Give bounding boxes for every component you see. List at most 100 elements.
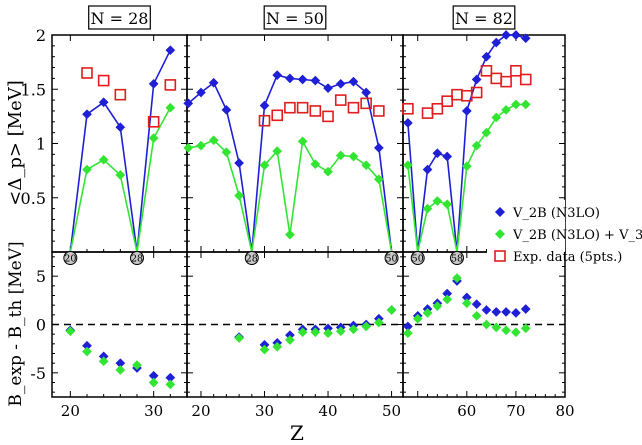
exp-point bbox=[309, 105, 322, 117]
v2b3b-residual-point bbox=[442, 294, 453, 305]
v2b-residual-point bbox=[501, 306, 512, 317]
x-tick-label: 30 bbox=[144, 402, 163, 420]
v2b-point bbox=[335, 78, 346, 89]
v2b-point bbox=[259, 100, 270, 111]
top-y-axis-label: <Δ_p> [MeV] bbox=[5, 80, 26, 206]
v2b-point bbox=[208, 77, 219, 88]
panel-title-box bbox=[452, 5, 516, 30]
v2b3b-residual-point bbox=[165, 379, 176, 390]
bottom-y-axis-label: B_exp - B_th [MeV] bbox=[6, 241, 26, 406]
v2b3b-residual-point bbox=[323, 328, 333, 339]
y-tick-label: 1.5 bbox=[21, 80, 46, 99]
legend-marker bbox=[494, 250, 506, 262]
x-tick-label: 60 bbox=[457, 402, 476, 420]
v2b-residual-point bbox=[471, 299, 482, 310]
v2b-point bbox=[297, 74, 308, 85]
v2b3b-point bbox=[442, 199, 453, 210]
v2b3b-point bbox=[361, 160, 372, 171]
v2b3b-residual-point bbox=[501, 325, 512, 336]
y-tick-label: 5 bbox=[36, 267, 46, 286]
v2b-residual-point bbox=[510, 307, 521, 318]
y-tick-label: 2 bbox=[36, 26, 46, 45]
v2b3b-residual-point bbox=[520, 323, 531, 334]
v2b3b-point bbox=[323, 166, 333, 177]
v2b3b-residual-point bbox=[386, 305, 397, 315]
v2b-point bbox=[115, 122, 126, 133]
v2b-point bbox=[432, 148, 443, 159]
exp-point bbox=[360, 97, 372, 110]
magic-marker bbox=[130, 251, 144, 265]
magic-marker-label: 50 bbox=[386, 254, 398, 265]
v2b-point bbox=[520, 33, 531, 44]
v2b3b-residual-point bbox=[297, 327, 308, 338]
v2b-point bbox=[481, 51, 492, 62]
v2b-line bbox=[69, 49, 172, 253]
y-tick-label: 0 bbox=[36, 316, 46, 335]
x-tick-label: 30 bbox=[255, 402, 274, 420]
exp-point bbox=[373, 105, 385, 117]
magic-marker-label: 28 bbox=[131, 254, 143, 265]
v2b3b-residual-point bbox=[432, 301, 443, 312]
v2b3b-residual-point bbox=[402, 328, 413, 339]
v2b-residual-point bbox=[520, 304, 531, 314]
v2b3b-residual-point bbox=[259, 344, 270, 355]
v2b-point bbox=[471, 74, 482, 85]
exp-point bbox=[164, 79, 177, 91]
magic-marker-label: 58 bbox=[451, 254, 463, 265]
v2b-point bbox=[148, 78, 159, 89]
exp-point bbox=[114, 88, 127, 101]
top-panel-frame bbox=[51, 34, 188, 253]
exp-point bbox=[296, 101, 309, 114]
v2b3b-residual-point bbox=[481, 319, 492, 330]
v2b3b-point bbox=[402, 160, 413, 171]
exp-point bbox=[431, 102, 444, 115]
exp-point bbox=[441, 95, 453, 107]
exp-point bbox=[258, 114, 271, 127]
v2b-point bbox=[461, 105, 472, 116]
v2b3b-residual-point bbox=[361, 321, 372, 332]
exp-point bbox=[451, 88, 463, 101]
v2b3b-point bbox=[234, 190, 245, 201]
v2b3b-residual-point bbox=[65, 326, 76, 337]
legend-label: V_2B (N3LO) bbox=[512, 206, 600, 221]
magic-marker bbox=[244, 251, 259, 265]
v2b3b-point bbox=[432, 196, 443, 206]
exp-point bbox=[322, 110, 334, 123]
v2b3b-point bbox=[348, 151, 359, 162]
v2b-point bbox=[442, 151, 453, 162]
v2b-point bbox=[82, 109, 92, 120]
panel-title: N = 28 bbox=[91, 9, 149, 28]
v2b3b-residual-point bbox=[373, 317, 384, 328]
v2b-point bbox=[348, 76, 359, 87]
v2b3b-residual-point bbox=[422, 307, 433, 318]
v2b3b-residual-point bbox=[148, 377, 159, 388]
v2b-point bbox=[183, 98, 194, 109]
exp-point bbox=[347, 101, 360, 114]
v2b-point bbox=[510, 30, 521, 40]
exp-point bbox=[421, 107, 434, 119]
y-tick-label: -5 bbox=[30, 364, 46, 383]
exp-point bbox=[147, 116, 160, 128]
v2b3b-point bbox=[297, 136, 308, 147]
v2b-point bbox=[491, 37, 502, 48]
v2b-residual-point bbox=[491, 306, 502, 317]
v2b3b-point bbox=[259, 160, 270, 171]
legend-label: V_2B (N3LO) + V_3B bbox=[512, 228, 642, 243]
v2b3b-point bbox=[115, 170, 126, 180]
v2b3b-residual-point bbox=[348, 324, 359, 335]
v2b-point bbox=[284, 73, 295, 84]
magic-marker bbox=[63, 251, 78, 265]
panel-frames bbox=[51, 34, 566, 398]
v2b3b-point bbox=[196, 140, 206, 151]
v2b3b-point bbox=[461, 161, 472, 172]
v2b-point bbox=[234, 158, 245, 168]
v2b3b-point bbox=[373, 174, 384, 185]
y-tick-label: 0.5 bbox=[21, 189, 46, 208]
v2b3b-point bbox=[284, 229, 295, 240]
v2b3b-residual-point bbox=[471, 310, 482, 321]
v2b-point bbox=[310, 75, 321, 86]
v2b3b-residual-point bbox=[412, 313, 423, 324]
v2b3b-point bbox=[165, 102, 176, 113]
exp-point bbox=[500, 75, 512, 88]
